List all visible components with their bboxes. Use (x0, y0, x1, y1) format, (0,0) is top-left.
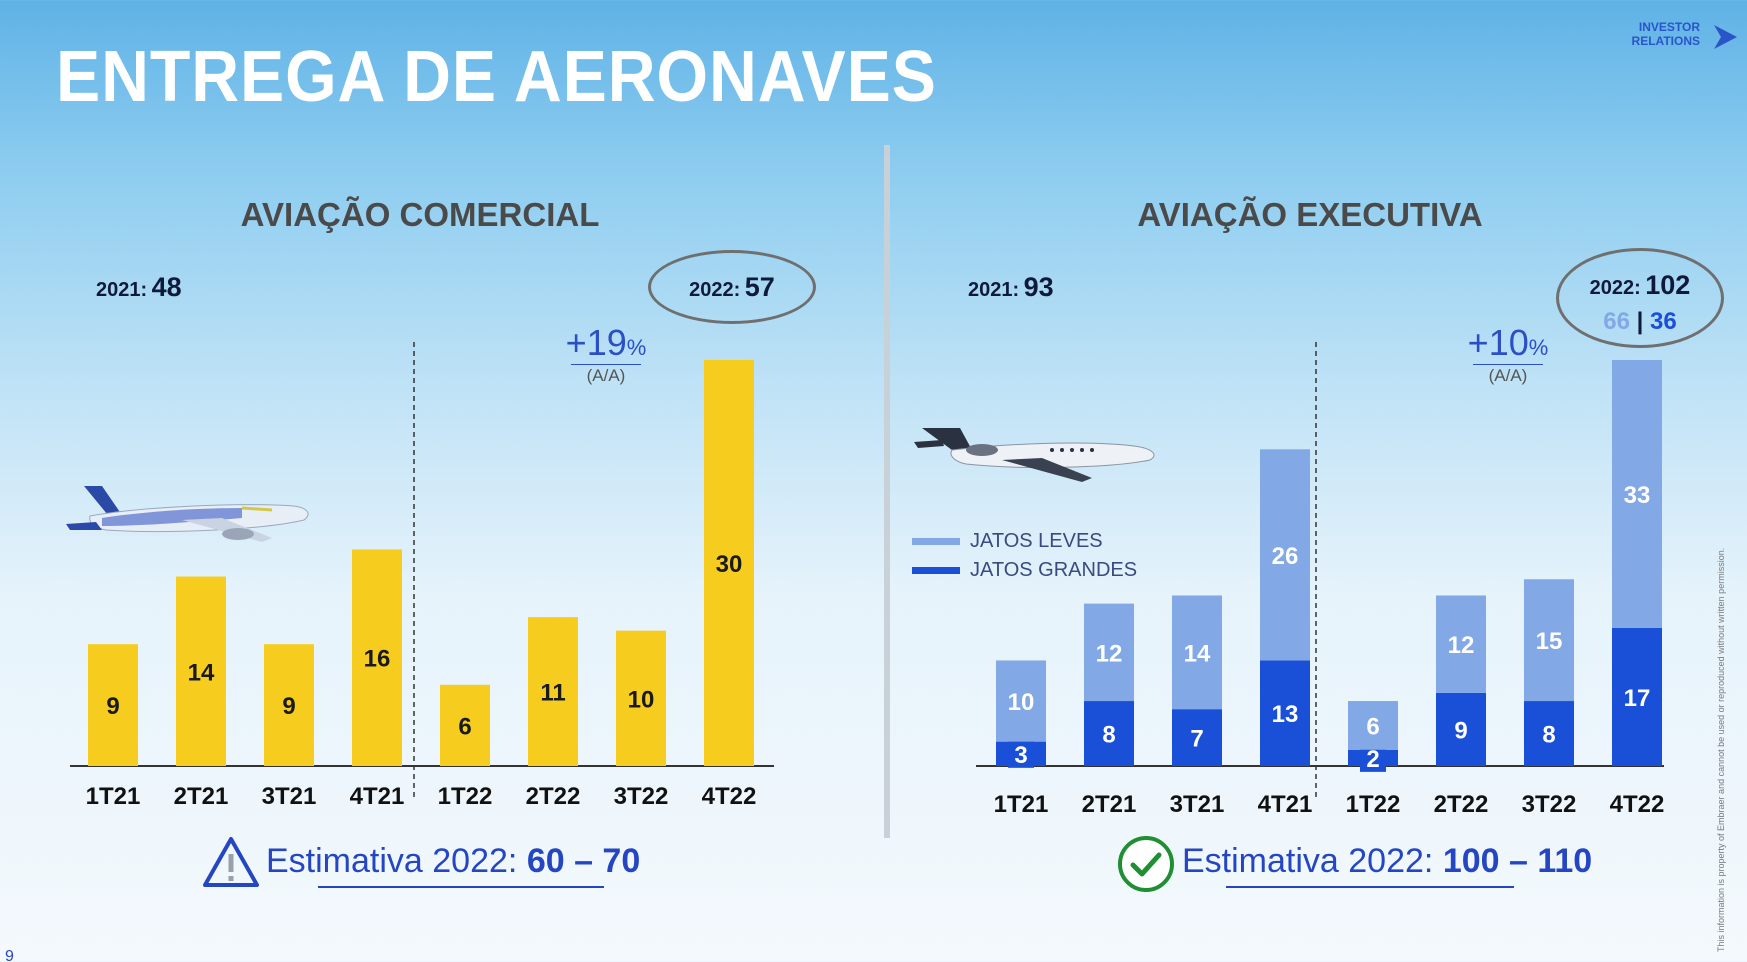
executive-bar-label-large-2T22: 9 (1454, 717, 1467, 744)
executive-tick-2T21: 2T21 (1082, 791, 1137, 818)
executive-bar-label-light-3T22: 15 (1536, 628, 1563, 655)
arrow-right-icon (1714, 25, 1737, 49)
section-divider (884, 145, 890, 838)
executive-bar-light-1T22 (1348, 701, 1398, 750)
commercial-bar-1T22 (440, 684, 490, 766)
page-title: ENTREGA DE AERONAVES (56, 37, 937, 117)
commercial-section-title: AVIAÇÃO COMERCIAL (240, 196, 600, 233)
executive-section-title: AVIAÇÃO EXECUTIVA (1137, 196, 1483, 233)
commercial-tick-4T21: 4T21 (350, 783, 405, 810)
executive-estimate: Estimativa 2022: 100 – 110 (1182, 842, 1593, 880)
executive-bar-label-light-3T21: 14 (1184, 640, 1211, 667)
executive-bar-large-4T21 (1260, 660, 1310, 766)
commercial-airplane-icon (66, 486, 309, 542)
commercial-total-ellipse (648, 250, 816, 324)
commercial-bar-label-1T21: 9 (106, 693, 119, 720)
executive-bar-label-light-4T22: 33 (1624, 482, 1651, 509)
executive-bar-label-large-1T21: 3 (1014, 742, 1027, 769)
executive-bar-large-3T21 (1172, 709, 1222, 766)
executive-tick-2T22: 2T22 (1434, 791, 1489, 818)
commercial-bar-3T22 (616, 630, 666, 766)
commercial-bar-label-4T22: 30 (716, 551, 743, 578)
executive-bar-label-light-4T21: 26 (1272, 543, 1299, 570)
executive-bar-large-2T22 (1436, 692, 1486, 766)
legend-large-jets: JATOS GRANDES (912, 559, 1137, 582)
executive-total-ellipse (1556, 248, 1724, 348)
legend-swatch-light (912, 538, 960, 545)
commercial-bar-label-3T21: 9 (282, 693, 295, 720)
executive-bar-large-4T22 (1612, 627, 1662, 766)
warning-triangle-icon (203, 837, 259, 887)
executive-estimate-underline (1226, 886, 1514, 888)
commercial-tick-3T22: 3T22 (614, 783, 669, 810)
commercial-bar-label-3T22: 10 (628, 686, 655, 713)
commercial-bar-2T22 (528, 617, 578, 766)
executive-tick-1T21: 1T21 (994, 791, 1049, 818)
commercial-tick-1T22: 1T22 (438, 783, 493, 810)
executive-tick-4T22: 4T22 (1610, 791, 1665, 818)
executive-jet-icon (914, 428, 1155, 482)
logo-text: INVESTOR RELATIONS (1631, 20, 1700, 48)
commercial-chart: 9 1T21 14 2T21 9 3T21 16 4T21 6 1T22 11 2T22 10 3T22 3… (70, 342, 774, 810)
commercial-summary-2022: 2022: 57 (689, 272, 775, 302)
commercial-estimate: Estimativa 2022: 60 – 70 (266, 842, 641, 880)
executive-bar-label-bg-large-1T21 (1008, 739, 1034, 768)
executive-summary-2022: 2022: 102 (1589, 270, 1691, 300)
executive-summary-2021: 2021: 93 (968, 272, 1054, 302)
executive-bar-label-large-3T21: 7 (1190, 726, 1203, 753)
executive-bar-light-4T22 (1612, 360, 1662, 628)
executive-bar-label-large-3T22: 8 (1542, 722, 1555, 749)
executive-bar-light-1T21 (996, 660, 1046, 742)
commercial-tick-2T21: 2T21 (174, 783, 229, 810)
commercial-bar-4T22 (704, 360, 754, 766)
commercial-tick-2T22: 2T22 (526, 783, 581, 810)
executive-chart: 3101T218122T217143T2113264T21261T229122T… (976, 342, 1665, 818)
commercial-bar-label-2T21: 14 (188, 659, 215, 686)
executive-growth: +10% (A/A) (1467, 322, 1549, 385)
executive-bar-label-large-4T21: 13 (1272, 701, 1299, 728)
executive-bar-label-light-2T22: 12 (1448, 632, 1475, 659)
executive-tick-3T22: 3T22 (1522, 791, 1577, 818)
commercial-bar-1T21 (88, 644, 138, 766)
executive-split-2022: 66 | 36 (1603, 308, 1677, 335)
commercial-summary-2021: 2021: 48 (96, 272, 182, 302)
executive-legend: JATOS LEVES JATOS GRANDES (912, 530, 1137, 582)
executive-bar-label-large-4T22: 17 (1624, 685, 1651, 712)
commercial-bar-3T21 (264, 644, 314, 766)
executive-bar-light-2T22 (1436, 595, 1486, 693)
commercial-tick-4T22: 4T22 (702, 783, 757, 810)
executive-bar-label-large-1T22: 2 (1366, 746, 1379, 773)
investor-relations-logo[interactable]: INVESTOR RELATIONS (1610, 20, 1740, 56)
page-number: 9 (5, 948, 14, 962)
check-circle-icon (1118, 836, 1174, 892)
commercial-estimate-underline (318, 886, 604, 888)
commercial-bar-2T21 (176, 576, 226, 766)
commercial-bar-label-2T22: 11 (540, 680, 565, 707)
commercial-bar-4T21 (352, 549, 402, 766)
executive-bar-light-4T21 (1260, 449, 1310, 661)
executive-tick-4T21: 4T21 (1258, 791, 1313, 818)
commercial-bar-label-4T21: 16 (364, 646, 391, 673)
executive-bar-label-light-1T21: 10 (1008, 689, 1035, 716)
disclaimer-text: This information is property of Embraer … (1716, 547, 1726, 952)
executive-bar-light-2T21 (1084, 603, 1134, 702)
executive-bar-large-2T21 (1084, 701, 1134, 766)
commercial-tick-3T21: 3T21 (262, 783, 317, 810)
commercial-growth: +19% (A/A) (565, 322, 647, 385)
executive-bar-light-3T22 (1524, 579, 1574, 702)
commercial-bar-label-1T22: 6 (458, 713, 471, 740)
executive-bar-light-3T21 (1172, 595, 1222, 710)
executive-tick-3T21: 3T21 (1170, 791, 1225, 818)
legend-swatch-large (912, 567, 960, 574)
commercial-tick-1T21: 1T21 (86, 783, 141, 810)
executive-bar-label-large-2T21: 8 (1102, 722, 1115, 749)
executive-bar-label-light-1T22: 6 (1366, 713, 1379, 740)
executive-bar-label-light-2T21: 12 (1096, 640, 1123, 667)
executive-bar-large-3T22 (1524, 701, 1574, 766)
legend-light-jets: JATOS LEVES (912, 530, 1137, 553)
executive-tick-1T22: 1T22 (1346, 791, 1401, 818)
